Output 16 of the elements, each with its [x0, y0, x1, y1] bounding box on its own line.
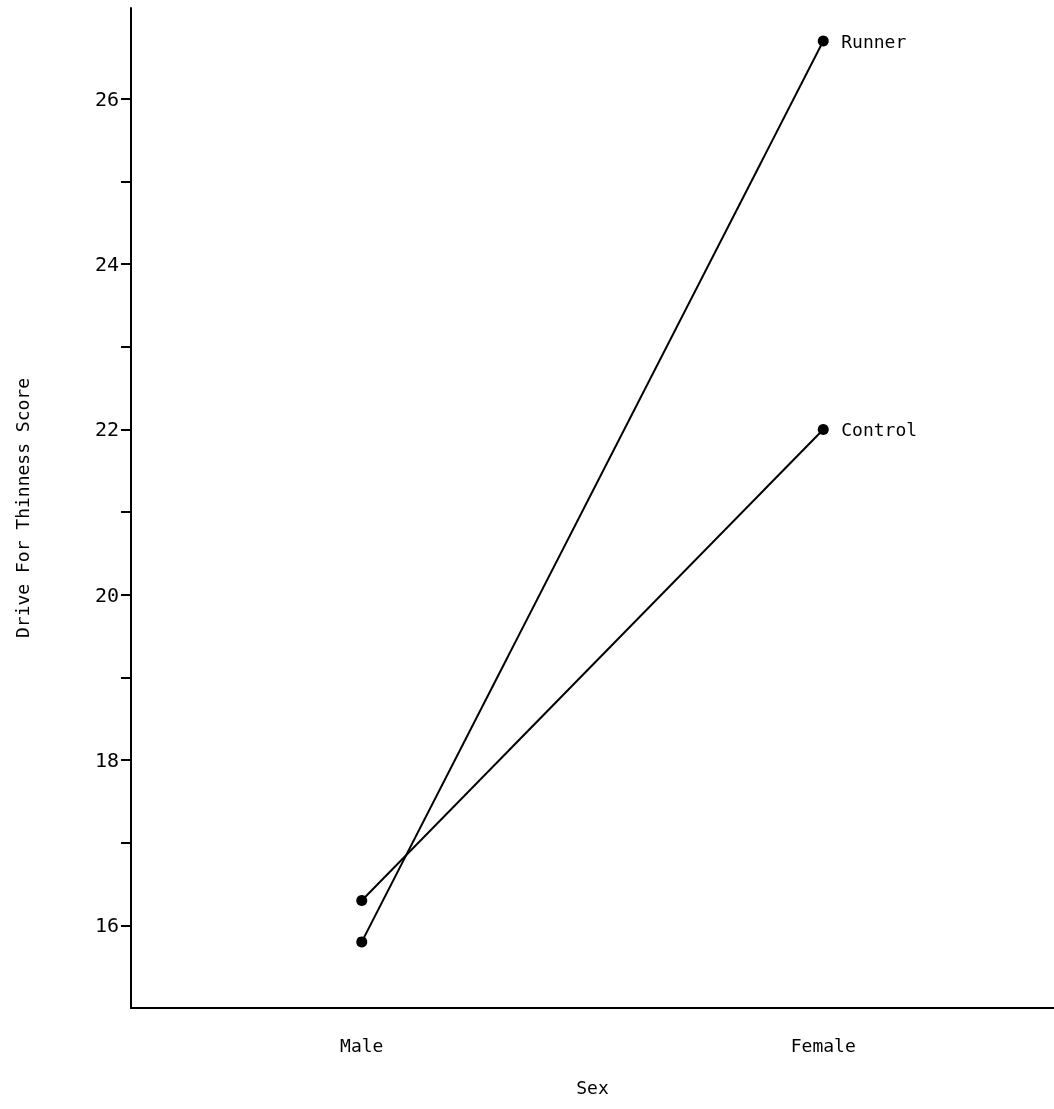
series-label: Control — [841, 418, 918, 440]
y-tick-label: 20 — [94, 582, 119, 607]
y-tick-label: 16 — [94, 913, 119, 938]
x-axis-title: Sex — [576, 1076, 609, 1098]
point — [817, 35, 829, 47]
y-tick-label: 26 — [94, 86, 119, 111]
x-tick-label: Male — [340, 1034, 384, 1056]
point — [817, 423, 829, 435]
y-tick-label: 24 — [94, 252, 119, 277]
y-tick-label: 22 — [94, 417, 119, 442]
point — [356, 936, 368, 948]
point — [356, 895, 368, 907]
x-tick-label: Female — [790, 1034, 856, 1056]
y-axis-title: Drive For Thinness Score — [11, 377, 33, 639]
series-label: Runner — [841, 30, 907, 52]
y-tick-label: 18 — [94, 748, 119, 773]
